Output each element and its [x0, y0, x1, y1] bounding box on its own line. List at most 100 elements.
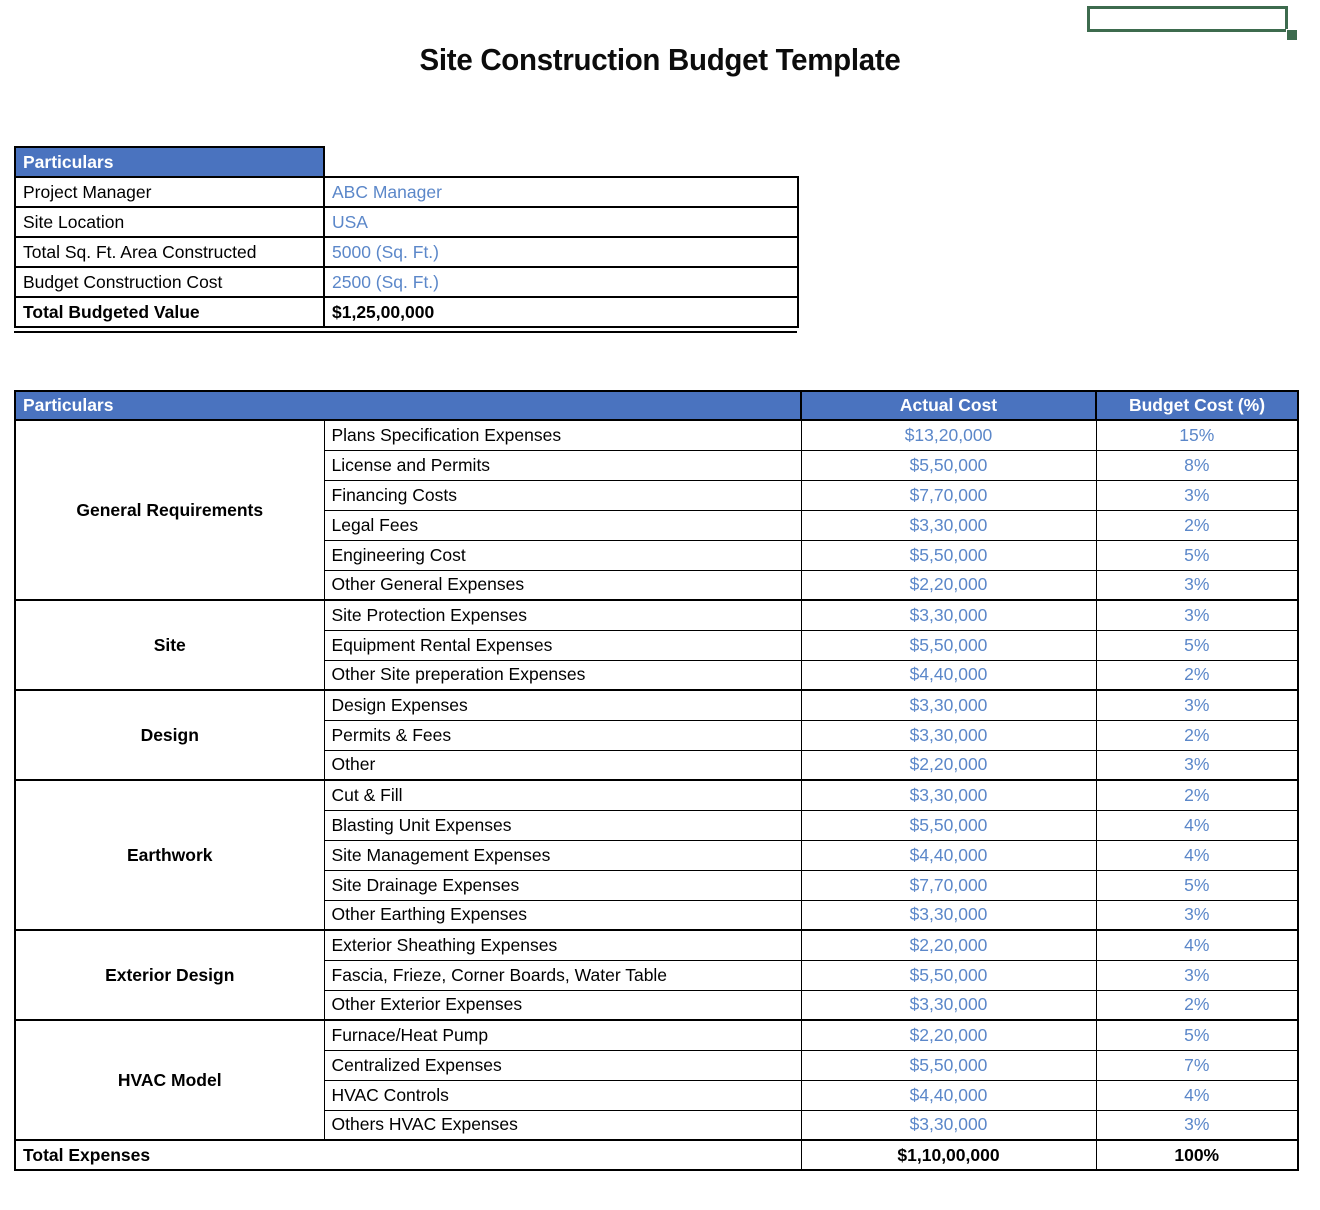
- item-name-cell[interactable]: Equipment Rental Expenses: [323, 629, 802, 661]
- item-name-cell[interactable]: Site Drainage Expenses: [323, 869, 802, 901]
- fill-handle[interactable]: [1286, 29, 1298, 41]
- actual-cost-cell[interactable]: $7,70,000: [800, 479, 1097, 511]
- actual-cost-cell[interactable]: $2,20,000: [800, 569, 1097, 601]
- actual-cost-cell[interactable]: $3,30,000: [800, 689, 1097, 721]
- budget-pct-cell[interactable]: 3%: [1095, 479, 1299, 511]
- item-name-cell[interactable]: License and Permits: [323, 449, 802, 481]
- info-header-particulars[interactable]: Particulars: [14, 146, 325, 178]
- actual-cost-cell[interactable]: $4,40,000: [800, 839, 1097, 871]
- budget-pct-cell[interactable]: 5%: [1095, 629, 1299, 661]
- info-value-cell[interactable]: 5000 (Sq. Ft.): [323, 236, 799, 268]
- item-name-cell[interactable]: Legal Fees: [323, 509, 802, 541]
- budget-pct-cell[interactable]: 4%: [1095, 929, 1299, 961]
- actual-cost-cell[interactable]: $5,50,000: [800, 1049, 1097, 1081]
- budget-pct-cell[interactable]: 3%: [1095, 899, 1299, 931]
- actual-cost-cell[interactable]: $3,30,000: [800, 899, 1097, 931]
- item-name-cell[interactable]: Engineering Cost: [323, 539, 802, 571]
- actual-cost-cell[interactable]: $2,20,000: [800, 929, 1097, 961]
- budget-pct-cell[interactable]: 3%: [1095, 1109, 1299, 1141]
- actual-cost-cell[interactable]: $5,50,000: [800, 539, 1097, 571]
- item-name-cell[interactable]: Fascia, Frieze, Corner Boards, Water Tab…: [323, 959, 802, 991]
- total-actual-cost-cell[interactable]: $1,10,00,000: [800, 1139, 1097, 1171]
- budget-pct-cell[interactable]: 3%: [1095, 599, 1299, 631]
- budget-pct-cell[interactable]: 4%: [1095, 809, 1299, 841]
- info-label-cell[interactable]: Budget Construction Cost: [14, 266, 325, 298]
- info-value-cell[interactable]: USA: [323, 206, 799, 238]
- category-cell[interactable]: General Requirements: [14, 419, 325, 601]
- item-name-cell[interactable]: Centralized Expenses: [323, 1049, 802, 1081]
- category-cell[interactable]: Exterior Design: [14, 929, 325, 1021]
- budget-pct-cell[interactable]: 3%: [1095, 959, 1299, 991]
- item-name-cell[interactable]: Financing Costs: [323, 479, 802, 511]
- actual-cost-cell[interactable]: $3,30,000: [800, 509, 1097, 541]
- actual-cost-cell[interactable]: $5,50,000: [800, 629, 1097, 661]
- actual-cost-cell[interactable]: $3,30,000: [800, 1109, 1097, 1141]
- budget-row: General Requirements Plans Specification …: [14, 419, 1299, 601]
- actual-cost-cell[interactable]: $3,30,000: [800, 599, 1097, 631]
- budget-pct-cell[interactable]: 3%: [1095, 749, 1299, 781]
- item-name-cell[interactable]: Other: [323, 749, 802, 781]
- actual-cost-cell[interactable]: $2,20,000: [800, 1019, 1097, 1051]
- actual-cost-cell[interactable]: $5,50,000: [800, 449, 1097, 481]
- category-cell[interactable]: Site: [14, 599, 325, 691]
- category-cell[interactable]: Earthwork: [14, 779, 325, 931]
- actual-cost-cell[interactable]: $3,30,000: [800, 989, 1097, 1021]
- budget-pct-cell[interactable]: 7%: [1095, 1049, 1299, 1081]
- item-name-cell[interactable]: Other General Expenses: [323, 569, 802, 601]
- item-name-cell[interactable]: Others HVAC Expenses: [323, 1109, 802, 1141]
- info-label-cell[interactable]: Project Manager: [14, 176, 325, 208]
- item-name-cell[interactable]: Site Protection Expenses: [323, 599, 802, 631]
- budget-pct-cell[interactable]: 4%: [1095, 839, 1299, 871]
- item-name-cell[interactable]: Exterior Sheathing Expenses: [323, 929, 802, 961]
- budget-header-actual-cost[interactable]: Actual Cost: [800, 390, 1097, 421]
- info-label-cell[interactable]: Total Sq. Ft. Area Constructed: [14, 236, 325, 268]
- category-cell[interactable]: Design: [14, 689, 325, 781]
- item-name-cell[interactable]: Plans Specification Expenses: [323, 419, 802, 451]
- budget-row: Design Design Expenses $3,30,000 3%: [14, 689, 1299, 781]
- actual-cost-cell[interactable]: $3,30,000: [800, 719, 1097, 751]
- budget-header-particulars[interactable]: Particulars: [14, 390, 802, 421]
- info-label-cell[interactable]: Site Location: [14, 206, 325, 238]
- budget-pct-cell[interactable]: 2%: [1095, 779, 1299, 811]
- actual-cost-cell[interactable]: $13,20,000: [800, 419, 1097, 451]
- category-cell[interactable]: HVAC Model: [14, 1019, 325, 1141]
- budget-pct-cell[interactable]: 3%: [1095, 569, 1299, 601]
- item-name-cell[interactable]: Other Site preperation Expenses: [323, 659, 802, 691]
- info-value-cell[interactable]: $1,25,00,000: [323, 296, 799, 328]
- actual-cost-cell[interactable]: $5,50,000: [800, 959, 1097, 991]
- budget-pct-cell[interactable]: 15%: [1095, 419, 1299, 451]
- budget-pct-cell[interactable]: 2%: [1095, 509, 1299, 541]
- budget-pct-cell[interactable]: 2%: [1095, 989, 1299, 1021]
- item-name-cell[interactable]: Blasting Unit Expenses: [323, 809, 802, 841]
- item-name-cell[interactable]: Furnace/Heat Pump: [323, 1019, 802, 1051]
- budget-pct-cell[interactable]: 2%: [1095, 719, 1299, 751]
- budget-pct-cell[interactable]: 3%: [1095, 689, 1299, 721]
- actual-cost-cell[interactable]: $2,20,000: [800, 749, 1097, 781]
- item-name-cell[interactable]: Other Earthing Expenses: [323, 899, 802, 931]
- actual-cost-cell[interactable]: $7,70,000: [800, 869, 1097, 901]
- actual-cost-cell[interactable]: $4,40,000: [800, 1079, 1097, 1111]
- item-name-cell[interactable]: Site Management Expenses: [323, 839, 802, 871]
- item-name-cell[interactable]: Design Expenses: [323, 689, 802, 721]
- total-expenses-label[interactable]: Total Expenses: [14, 1139, 802, 1171]
- total-budget-pct-cell[interactable]: 100%: [1095, 1139, 1299, 1171]
- item-name-cell[interactable]: HVAC Controls: [323, 1079, 802, 1111]
- budget-pct-cell[interactable]: 5%: [1095, 1019, 1299, 1051]
- selected-cell-outline[interactable]: [1087, 6, 1288, 32]
- budget-pct-cell[interactable]: 5%: [1095, 539, 1299, 571]
- actual-cost-cell[interactable]: $5,50,000: [800, 809, 1097, 841]
- budget-pct-cell[interactable]: 4%: [1095, 1079, 1299, 1111]
- actual-cost-cell[interactable]: $4,40,000: [800, 659, 1097, 691]
- item-name-cell[interactable]: Other Exterior Expenses: [323, 989, 802, 1021]
- budget-pct-cell[interactable]: 8%: [1095, 449, 1299, 481]
- budget-row: Other $2,20,000 3%: [15, 749, 1299, 781]
- item-name-cell[interactable]: Cut & Fill: [323, 779, 802, 811]
- budget-pct-cell[interactable]: 5%: [1095, 869, 1299, 901]
- budget-pct-cell[interactable]: 2%: [1095, 659, 1299, 691]
- actual-cost-cell[interactable]: $3,30,000: [800, 779, 1097, 811]
- info-value-cell[interactable]: 2500 (Sq. Ft.): [323, 266, 799, 298]
- budget-header-budget-cost[interactable]: Budget Cost (%): [1095, 390, 1299, 421]
- info-label-cell[interactable]: Total Budgeted Value: [14, 296, 325, 328]
- info-value-cell[interactable]: ABC Manager: [323, 176, 799, 208]
- item-name-cell[interactable]: Permits & Fees: [323, 719, 802, 751]
